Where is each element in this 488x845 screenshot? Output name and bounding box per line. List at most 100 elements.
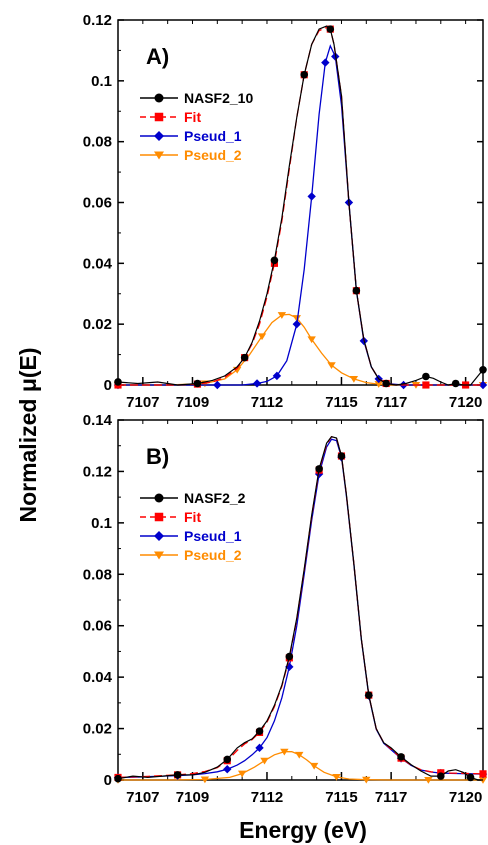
legend-label-pseud-1: Pseud_1 <box>184 128 242 144</box>
data-point-nasf2-2 <box>223 755 232 764</box>
data-point-pseud-1 <box>292 319 301 329</box>
x-tick-label: 7115 <box>325 394 358 411</box>
y-tick-label: 0.04 <box>83 255 113 272</box>
legend-marker-pseud-2 <box>154 551 164 560</box>
data-point-pseud-2 <box>200 776 210 784</box>
data-point-pseud-1 <box>223 765 232 774</box>
data-point-pseud-2 <box>309 762 319 770</box>
series-line-pseud-1 <box>117 438 484 779</box>
x-tick-label: 7120 <box>449 789 482 806</box>
data-point-pseud-2 <box>295 751 304 759</box>
data-point-pseud-2 <box>424 777 433 784</box>
series-line-fit <box>118 26 483 386</box>
data-point-pseud-1 <box>252 379 262 388</box>
data-point-nasf2-10 <box>114 378 122 386</box>
x-tick-label: 7107 <box>126 394 159 411</box>
data-point-pseud-1 <box>272 371 282 381</box>
data-point-nasf2-10 <box>479 366 487 374</box>
data-point-pseud-1 <box>307 192 316 201</box>
y-tick-label: 0.06 <box>83 195 112 212</box>
legend-label-fit: Fit <box>184 509 201 525</box>
y-tick-label: 0.06 <box>83 618 112 635</box>
legend-marker-nasf2-2 <box>154 493 164 503</box>
data-point-pseud-2 <box>349 375 359 383</box>
legend-label-fit: Fit <box>184 109 201 125</box>
data-point-pseud-1 <box>321 58 330 67</box>
data-point-pseud-1 <box>255 743 264 753</box>
data-point-pseud-2 <box>327 362 336 370</box>
y-tick-label: 0.08 <box>83 134 112 151</box>
x-tick-label: 7109 <box>176 789 209 806</box>
data-point-nasf2-10 <box>326 25 335 33</box>
data-point-nasf2-10 <box>451 379 460 388</box>
data-point-nasf2-2 <box>397 753 405 761</box>
legend-marker-pseud-1 <box>154 531 164 541</box>
y-tick-label: 0.12 <box>83 12 112 29</box>
y-tick-label: 0 <box>104 377 112 394</box>
y-axis-title: Normalized μ(E) <box>15 347 41 522</box>
data-point-nasf2-10 <box>352 286 361 295</box>
x-tick-label: 7120 <box>449 394 482 411</box>
data-point-nasf2-10 <box>382 379 390 388</box>
data-point-pseud-2 <box>260 757 269 765</box>
data-point-pseud-2 <box>307 336 316 344</box>
y-tick-label: 0 <box>104 772 112 789</box>
data-point-pseud-2 <box>277 312 287 319</box>
legend-marker-nasf2-10 <box>154 93 164 103</box>
panel-a: 0 0.02 0.04 0.06 0.08 0.1 0.12 7107 7109 7112 7115… <box>83 12 488 411</box>
data-point-pseud-2 <box>292 315 301 322</box>
y-tick-label: 0.02 <box>83 721 112 738</box>
y-tick-label: 0.1 <box>91 515 112 532</box>
legend-label-pseud-2: Pseud_2 <box>184 147 242 163</box>
legend-label-nasf2-2: NASF2_2 <box>184 490 246 506</box>
y-tick-label: 0.12 <box>83 463 112 480</box>
legend-marker-fit <box>154 112 164 122</box>
data-point-pseud-1 <box>478 380 488 390</box>
x-axis-title: Energy (eV) <box>239 817 367 843</box>
panel-label: A) <box>146 44 169 69</box>
data-point-pseud-1 <box>213 380 222 390</box>
data-point-nasf2-2 <box>365 691 373 699</box>
data-point-nasf2-2 <box>337 452 346 460</box>
y-tick-label: 0.14 <box>83 412 113 429</box>
series-line-fit <box>117 435 484 779</box>
x-tick-label: 7109 <box>176 394 209 411</box>
y-tick-label: 0.08 <box>83 566 112 583</box>
data-point-nasf2-2 <box>466 773 475 782</box>
panel-b: 0 0.02 0.04 0.06 0.08 0.1 0.12 0.14 7107 7109 7112… <box>83 412 488 806</box>
x-tick-label: 7107 <box>126 789 159 806</box>
data-point-nasf2-2 <box>114 774 122 783</box>
legend-label-pseud-1: Pseud_1 <box>184 528 242 544</box>
legend-marker-pseud-1 <box>154 131 164 141</box>
x-tick-label: 7117 <box>375 394 408 411</box>
y-tick-label: 0.04 <box>83 669 113 686</box>
series-line-nasf2-2 <box>117 436 483 781</box>
x-tick-label: 7112 <box>251 394 284 411</box>
data-point-pseud-2 <box>237 770 247 778</box>
y-tick-label: 0.1 <box>91 73 112 90</box>
data-point-pseud-2 <box>280 748 289 756</box>
legend-marker-fit <box>154 512 164 522</box>
legend-marker-pseud-2 <box>154 151 164 160</box>
x-tick-label: 7117 <box>375 789 408 806</box>
panel-label: B) <box>146 444 169 469</box>
data-point-nasf2-10 <box>193 379 202 388</box>
legend-label-nasf2-10: NASF2_10 <box>184 90 253 106</box>
data-point-pseud-2 <box>332 773 341 781</box>
x-tick-label: 7112 <box>251 789 284 806</box>
data-point-nasf2-2 <box>173 771 182 779</box>
data-point-nasf2-2 <box>285 652 294 661</box>
data-point-nasf2-10 <box>300 70 309 79</box>
x-tick-label: 7115 <box>325 789 358 806</box>
legend-label-pseud-2: Pseud_2 <box>184 547 242 563</box>
series-line-nasf2-10 <box>117 25 484 386</box>
data-point-nasf2-2 <box>255 727 264 735</box>
data-point-nasf2-2 <box>437 772 445 780</box>
data-point-pseud-2 <box>257 333 267 341</box>
data-point-nasf2-2 <box>315 465 323 473</box>
data-point-fit <box>479 770 487 778</box>
data-point-nasf2-10 <box>422 372 430 381</box>
data-point-nasf2-10 <box>240 353 249 362</box>
y-tick-label: 0.02 <box>83 316 112 333</box>
